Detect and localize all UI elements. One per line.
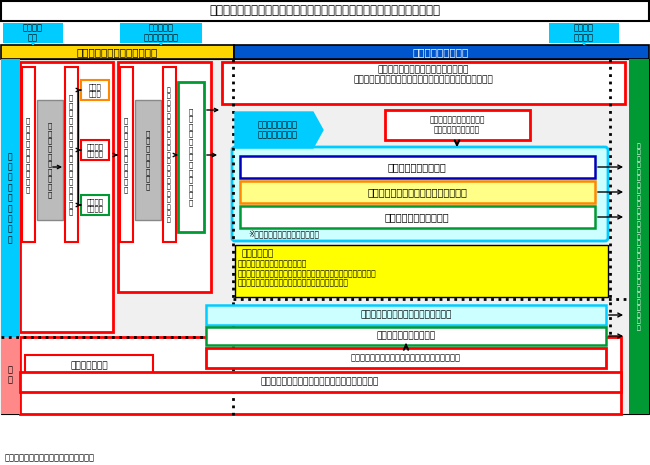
Bar bbox=[222, 62, 625, 104]
Text: 刑事施設
入所: 刑事施設 入所 bbox=[23, 23, 43, 43]
Bar bbox=[81, 80, 109, 100]
Text: 支
援
の
方
針
の
決
定
、
保
護
観
察
の
実
施
計
画
の
作
成: 支 援 の 方 針 の 決 定 、 保 護 観 察 の 実 施 計 画 の 作 … bbox=[167, 87, 171, 223]
Text: 事
前
協
議
又
は
ケ
ア
会
議: 事 前 協 議 又 は ケ ア 会 議 bbox=[48, 122, 52, 198]
Text: 保護観察期間終了後の支援のための調整・引継ぎ: 保護観察期間終了後の支援のための調整・引継ぎ bbox=[351, 353, 461, 363]
Text: 観許等
に帰住: 観許等 に帰住 bbox=[88, 83, 101, 97]
Text: 情報提供・協議・
ケア会議等の実施: 情報提供・協議・ ケア会議等の実施 bbox=[258, 120, 298, 140]
Bar bbox=[1, 45, 234, 59]
Bar bbox=[37, 100, 63, 220]
Bar bbox=[240, 156, 595, 178]
Bar bbox=[206, 305, 606, 325]
Bar bbox=[385, 110, 530, 140]
Bar bbox=[20, 337, 621, 414]
Bar bbox=[629, 59, 649, 414]
Text: 精神保健福祉センター等における援助: 精神保健福祉センター等における援助 bbox=[360, 311, 452, 319]
Text: 保護観察期間終了後の支援
のための調整・引継ぎ: 保護観察期間終了後の支援 のための調整・引継ぎ bbox=[429, 115, 485, 135]
Bar bbox=[235, 245, 608, 297]
Text: 家
族: 家 族 bbox=[8, 365, 12, 385]
Text: 調
査
（
ア
セ
ス
メ
ン
ト
）: 調 査 （ ア セ ス メ ン ト ） bbox=[124, 118, 128, 193]
Bar bbox=[118, 62, 211, 292]
FancyBboxPatch shape bbox=[232, 147, 608, 241]
Text: 支
援
の
方
針
等
の
検
討
・
帰
住
先
の
調
整: 支 援 の 方 針 等 の 検 討 ・ 帰 住 先 の 調 整 bbox=[69, 94, 73, 215]
Bar bbox=[240, 181, 595, 203]
Bar bbox=[206, 327, 606, 345]
Text: ・医療的支援が必要な場合は県等が定める連絡・対応窓口等に連絡: ・医療的支援が必要な場合は県等が定める連絡・対応窓口等に連絡 bbox=[238, 270, 377, 279]
Bar bbox=[234, 45, 649, 59]
Text: 薬
物
依
存
者
（
本
人
）: 薬 物 依 存 者 （ 本 人 ） bbox=[8, 152, 12, 244]
Text: 更生保護
施設入所: 更生保護 施設入所 bbox=[86, 143, 103, 157]
Text: 回復支援
施設入所: 回復支援 施設入所 bbox=[86, 198, 103, 212]
Bar bbox=[1, 59, 649, 414]
Text: 医療機関における治療: 医療機関における治療 bbox=[387, 162, 447, 172]
Text: 民間支援団体による支援: 民間支援団体による支援 bbox=[385, 212, 449, 222]
Bar bbox=[20, 372, 621, 392]
Text: 民間支援団体による支援: 民間支援団体による支援 bbox=[376, 332, 436, 340]
Bar bbox=[206, 348, 606, 368]
Text: 保護観察所による指導監督・補導援護
薬物再乱用防止プログラム（教育・薬物検出検査）の実施: 保護観察所による指導監督・補導援護 薬物再乱用防止プログラム（教育・薬物検出検査… bbox=[353, 65, 493, 85]
Text: 緊急時の対応: 緊急時の対応 bbox=[242, 250, 274, 259]
Bar bbox=[81, 195, 109, 215]
Bar bbox=[135, 100, 161, 220]
Bar bbox=[240, 206, 595, 228]
Text: 福
祉
事
務
所
等
に
よ
る
福
祉
支
援: 福 祉 事 務 所 等 に よ る 福 祉 支 援 bbox=[189, 108, 193, 206]
Bar bbox=[549, 23, 619, 43]
Bar bbox=[120, 23, 202, 43]
Bar bbox=[3, 23, 63, 43]
Text: 出典：法務省・厚生労働省資料による。: 出典：法務省・厚生労働省資料による。 bbox=[5, 453, 95, 463]
Bar bbox=[1, 1, 649, 21]
Bar bbox=[65, 67, 78, 242]
Text: ・明らかな犯罪行為は保護観察所が警察等に連絡　等: ・明らかな犯罪行為は保護観察所が警察等に連絡 等 bbox=[238, 279, 349, 287]
Text: 保護観察
期間終了: 保護観察 期間終了 bbox=[574, 23, 594, 43]
Text: 調
査
（
ア
セ
ス
メ
ン
ト
）: 調 査 （ ア セ ス メ ン ト ） bbox=[26, 118, 30, 193]
Text: 仮釈放又は
実刑期間の満了: 仮釈放又は 実刑期間の満了 bbox=[144, 23, 179, 43]
Text: 社　　　会　　　内: 社 会 内 bbox=[413, 47, 469, 57]
Polygon shape bbox=[235, 112, 323, 148]
Text: 協
議
又
は
ケ
ア
会
議: 協 議 又 は ケ ア 会 議 bbox=[146, 130, 150, 190]
Text: 引受人会の開催: 引受人会の開催 bbox=[70, 361, 108, 371]
Bar bbox=[1, 59, 20, 337]
Bar bbox=[1, 337, 20, 414]
Bar bbox=[22, 67, 35, 242]
Bar bbox=[120, 67, 133, 242]
Text: 薬
物
依
存
の
あ
る
刑
務
所
出
所
者
等
の
再
犯
（
再
使
用
）
防
止
・
社
会
復
帰: 薬 物 依 存 の あ る 刑 務 所 出 所 者 等 の 再 犯 （ 再 使 … bbox=[637, 143, 641, 331]
Text: 保護観察所による個別相談・支援、家族会の開催: 保護観察所による個別相談・支援、家族会の開催 bbox=[261, 378, 379, 386]
Text: ・相互に協力して解決に当たる。: ・相互に協力して解決に当たる。 bbox=[238, 259, 307, 268]
Text: ※　複数機関への通所・通院含む: ※ 複数機関への通所・通院含む bbox=[248, 230, 319, 239]
Bar bbox=[163, 67, 176, 242]
Bar bbox=[178, 82, 204, 232]
Text: ガイドラインを踏まえた薬物依存者に対する支援等の流れ（イメージ図）: ガイドラインを踏まえた薬物依存者に対する支援等の流れ（イメージ図） bbox=[209, 5, 441, 18]
Bar bbox=[25, 355, 153, 377]
Text: 精神保健福祉センター等における援助: 精神保健福祉センター等における援助 bbox=[367, 187, 467, 197]
Bar bbox=[81, 140, 109, 160]
Text: 刑　事　施　設　収　容　中: 刑 事 施 設 収 容 中 bbox=[77, 47, 157, 57]
Bar bbox=[20, 62, 113, 332]
